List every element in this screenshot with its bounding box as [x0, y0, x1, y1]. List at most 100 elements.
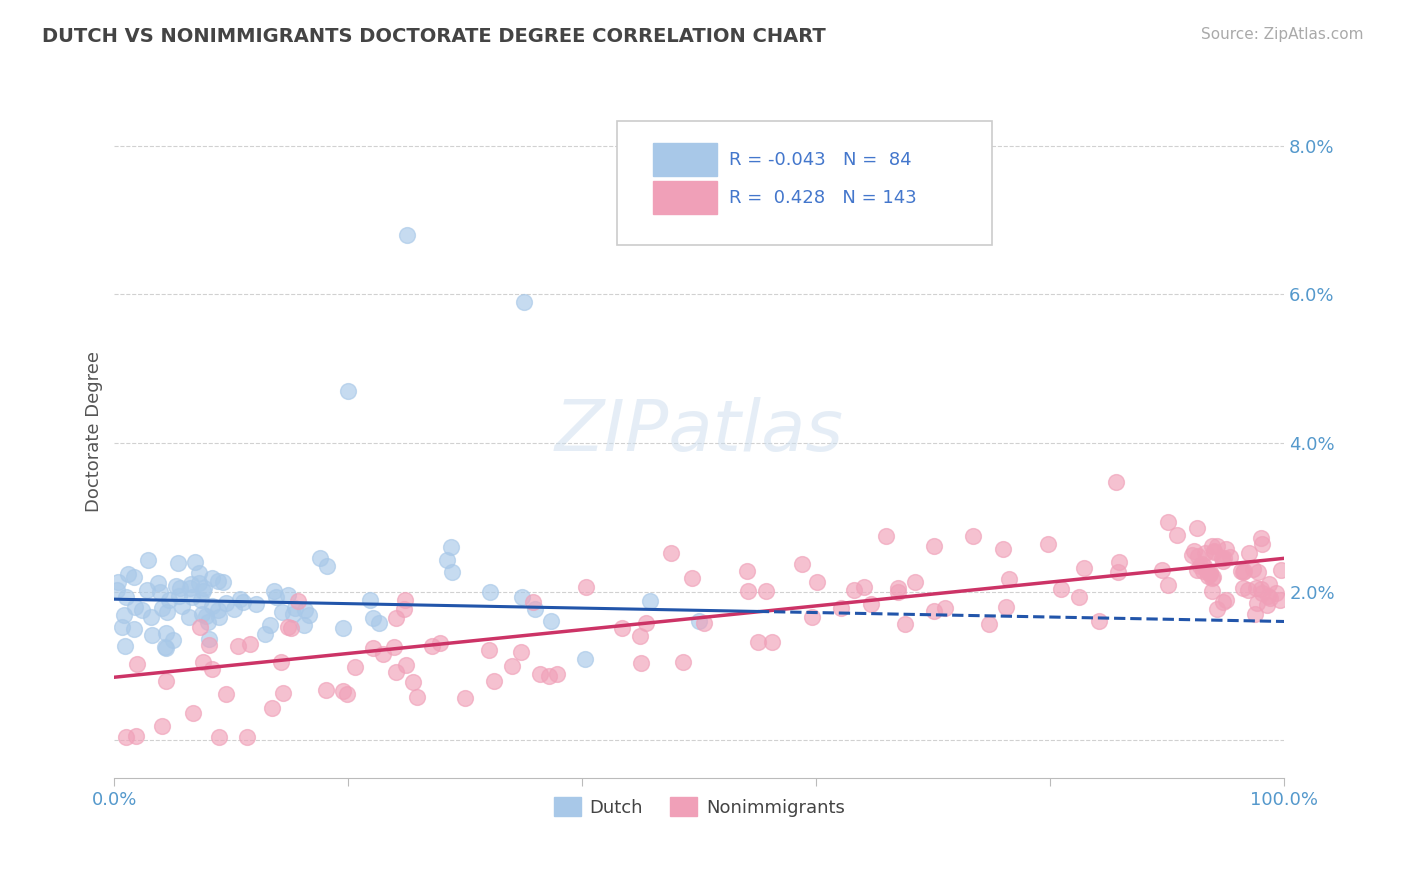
Point: [226, 639, 249, 653]
Point: [179, 581, 201, 595]
Point: [922, 540, 945, 554]
Point: [1204, 544, 1226, 558]
Point: [277, 620, 299, 634]
Point: [194, 608, 217, 623]
Point: [1187, 549, 1209, 563]
Point: [208, 610, 231, 624]
Point: [190, 607, 212, 622]
Point: [1232, 565, 1254, 579]
Point: [162, 633, 184, 648]
Point: [440, 540, 463, 554]
Text: ZIPatlas: ZIPatlas: [555, 398, 844, 467]
Point: [479, 585, 502, 599]
Point: [179, 610, 201, 624]
Point: [1073, 561, 1095, 575]
Point: [188, 566, 211, 581]
Point: [924, 603, 946, 617]
Point: [735, 564, 758, 578]
Point: [1257, 589, 1279, 603]
Point: [1201, 571, 1223, 585]
Point: [1237, 582, 1260, 597]
Point: [1258, 577, 1281, 591]
Point: [384, 665, 406, 680]
Point: [156, 605, 179, 619]
Point: [222, 602, 245, 616]
Point: [337, 384, 360, 398]
Point: [150, 719, 173, 733]
Point: [510, 591, 533, 605]
Point: [105, 582, 128, 597]
Point: [991, 541, 1014, 556]
Point: [1268, 593, 1291, 607]
Point: [1182, 544, 1205, 558]
Point: [232, 595, 254, 609]
Point: [747, 635, 769, 649]
Point: [169, 589, 191, 603]
FancyBboxPatch shape: [617, 121, 991, 245]
Point: [630, 657, 652, 671]
Point: [277, 588, 299, 602]
Point: [262, 700, 284, 714]
Point: [207, 574, 229, 588]
Point: [207, 603, 229, 617]
Point: [844, 582, 866, 597]
Point: [574, 652, 596, 666]
Point: [790, 558, 813, 572]
Point: [806, 575, 828, 590]
Point: [201, 662, 224, 676]
Point: [114, 639, 136, 653]
Point: [361, 611, 384, 625]
Point: [190, 593, 212, 607]
Point: [395, 657, 418, 672]
Point: [215, 596, 238, 610]
Point: [801, 610, 824, 624]
Point: [1204, 544, 1226, 558]
Point: [125, 657, 148, 671]
Point: [150, 600, 173, 615]
Point: [122, 622, 145, 636]
Point: [737, 583, 759, 598]
Point: [215, 687, 238, 701]
Point: [1152, 563, 1174, 577]
Point: [336, 687, 359, 701]
Point: [115, 730, 138, 744]
Point: [638, 593, 661, 607]
Point: [440, 565, 463, 579]
Point: [962, 529, 984, 543]
Point: [149, 585, 172, 599]
Point: [125, 729, 148, 743]
Point: [540, 614, 562, 628]
Point: [368, 615, 391, 630]
Point: [1232, 581, 1254, 595]
Point: [513, 294, 536, 309]
Text: R = -0.043   N =  84: R = -0.043 N = 84: [728, 151, 911, 169]
Point: [167, 556, 190, 570]
Point: [886, 582, 908, 596]
Point: [1237, 546, 1260, 560]
Point: [420, 639, 443, 653]
Point: [264, 590, 287, 604]
Point: [454, 691, 477, 706]
Point: [529, 667, 551, 681]
Point: [181, 706, 204, 720]
Point: [755, 584, 778, 599]
Point: [688, 615, 710, 629]
Point: [191, 584, 214, 599]
Point: [436, 553, 458, 567]
Point: [995, 599, 1018, 614]
Point: [395, 227, 418, 242]
Point: [1166, 528, 1188, 542]
Point: [1219, 549, 1241, 564]
Y-axis label: Doctorate Degree: Doctorate Degree: [86, 351, 103, 513]
Point: [155, 640, 177, 655]
Point: [1194, 559, 1216, 574]
Point: [117, 567, 139, 582]
Point: [198, 632, 221, 646]
Point: [1087, 614, 1109, 628]
Point: [1107, 565, 1129, 579]
Point: [1188, 558, 1211, 573]
Point: [1211, 551, 1233, 566]
Point: [236, 730, 259, 744]
Point: [181, 591, 204, 605]
Point: [1187, 563, 1209, 577]
